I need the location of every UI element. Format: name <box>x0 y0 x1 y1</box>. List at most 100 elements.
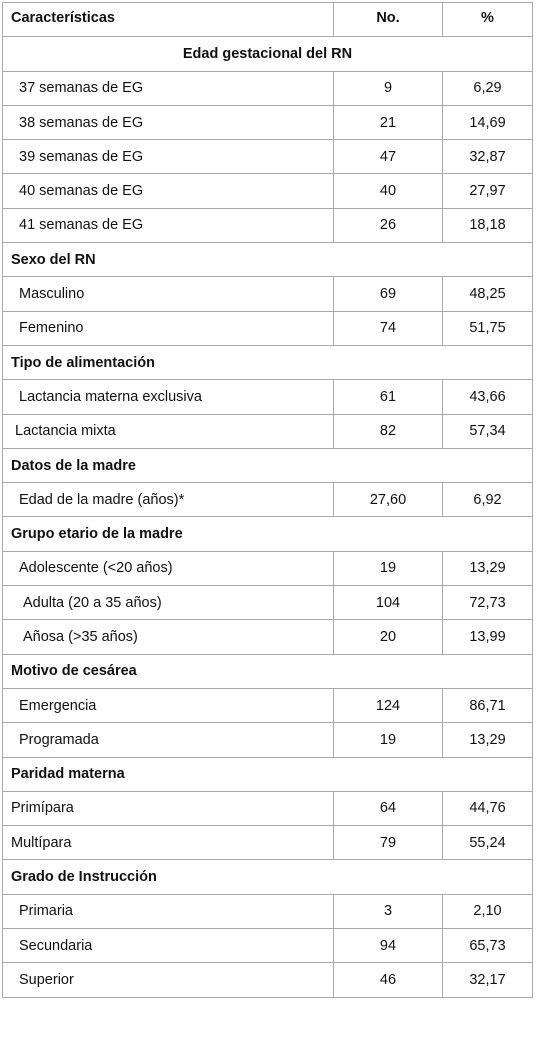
row-label: Lactancia mixta <box>3 414 334 448</box>
row-count: 61 <box>334 380 443 414</box>
row-percent: 44,76 <box>443 791 533 825</box>
section-row: Paridad materna <box>3 757 533 791</box>
section-label: Grupo etario de la madre <box>3 517 533 551</box>
header-percent: % <box>443 3 533 37</box>
table-row: Primípara 64 44,76 <box>3 791 533 825</box>
table-body: Características No. % Edad gestacional d… <box>3 3 533 998</box>
table-row: Añosa (>35 años) 20 13,99 <box>3 620 533 654</box>
table-row: Programada 19 13,29 <box>3 723 533 757</box>
row-label: Primípara <box>3 791 334 825</box>
table-row: 40 semanas de EG 40 27,97 <box>3 174 533 208</box>
row-count: 46 <box>334 963 443 997</box>
section-row: Tipo de alimentación <box>3 345 533 379</box>
row-label: Edad de la madre (años)* <box>3 483 334 517</box>
table-row: Lactancia mixta 82 57,34 <box>3 414 533 448</box>
table-row: 41 semanas de EG 26 18,18 <box>3 208 533 242</box>
row-percent: 13,29 <box>443 723 533 757</box>
table-row: Emergencia 124 86,71 <box>3 688 533 722</box>
table-row: 39 semanas de EG 47 32,87 <box>3 140 533 174</box>
section-row: Sexo del RN <box>3 243 533 277</box>
row-percent: 43,66 <box>443 380 533 414</box>
row-percent: 65,73 <box>443 929 533 963</box>
row-count: 9 <box>334 71 443 105</box>
section-label: Sexo del RN <box>3 243 533 277</box>
row-label: Añosa (>35 años) <box>3 620 334 654</box>
section-row: Motivo de cesárea <box>3 654 533 688</box>
section-label: Grado de Instrucción <box>3 860 533 894</box>
table-row: Adulta (20 a 35 años) 104 72,73 <box>3 586 533 620</box>
row-label: 40 semanas de EG <box>3 174 334 208</box>
row-percent: 55,24 <box>443 826 533 860</box>
row-count: 19 <box>334 551 443 585</box>
row-label: Adolescente (<20 años) <box>3 551 334 585</box>
row-label: Adulta (20 a 35 años) <box>3 586 334 620</box>
row-percent: 14,69 <box>443 105 533 139</box>
row-label: Masculino <box>3 277 334 311</box>
row-count: 3 <box>334 894 443 928</box>
table-row: 37 semanas de EG 9 6,29 <box>3 71 533 105</box>
row-percent: 13,99 <box>443 620 533 654</box>
row-percent: 32,17 <box>443 963 533 997</box>
row-percent: 27,97 <box>443 174 533 208</box>
table-row: Secundaria 94 65,73 <box>3 929 533 963</box>
row-percent: 18,18 <box>443 208 533 242</box>
row-count: 124 <box>334 688 443 722</box>
row-percent: 48,25 <box>443 277 533 311</box>
section-label: Tipo de alimentación <box>3 345 533 379</box>
row-percent: 6,29 <box>443 71 533 105</box>
row-label: Femenino <box>3 311 334 345</box>
row-count: 20 <box>334 620 443 654</box>
row-label: Secundaria <box>3 929 334 963</box>
table-row: Lactancia materna exclusiva 61 43,66 <box>3 380 533 414</box>
row-percent: 6,92 <box>443 483 533 517</box>
table-row: Primaria 3 2,10 <box>3 894 533 928</box>
section-row: Edad gestacional del RN <box>3 37 533 71</box>
header-characteristics: Características <box>3 3 334 37</box>
row-label: Emergencia <box>3 688 334 722</box>
table-row: 38 semanas de EG 21 14,69 <box>3 105 533 139</box>
table-row: Femenino 74 51,75 <box>3 311 533 345</box>
row-label: Programada <box>3 723 334 757</box>
row-percent: 57,34 <box>443 414 533 448</box>
table-row: Edad de la madre (años)* 27,60 6,92 <box>3 483 533 517</box>
row-count: 94 <box>334 929 443 963</box>
row-count: 79 <box>334 826 443 860</box>
row-count: 40 <box>334 174 443 208</box>
row-count: 21 <box>334 105 443 139</box>
row-percent: 51,75 <box>443 311 533 345</box>
row-count: 26 <box>334 208 443 242</box>
header-row: Características No. % <box>3 3 533 37</box>
row-label: Lactancia materna exclusiva <box>3 380 334 414</box>
section-row: Datos de la madre <box>3 448 533 482</box>
table-row: Multípara 79 55,24 <box>3 826 533 860</box>
row-count: 104 <box>334 586 443 620</box>
row-label: Superior <box>3 963 334 997</box>
row-label: 38 semanas de EG <box>3 105 334 139</box>
header-count: No. <box>334 3 443 37</box>
row-count: 19 <box>334 723 443 757</box>
section-label: Paridad materna <box>3 757 533 791</box>
row-count: 82 <box>334 414 443 448</box>
row-label: 41 semanas de EG <box>3 208 334 242</box>
table-row: Masculino 69 48,25 <box>3 277 533 311</box>
row-percent: 86,71 <box>443 688 533 722</box>
section-label: Datos de la madre <box>3 448 533 482</box>
row-percent: 13,29 <box>443 551 533 585</box>
section-row: Grado de Instrucción <box>3 860 533 894</box>
row-percent: 2,10 <box>443 894 533 928</box>
row-percent: 72,73 <box>443 586 533 620</box>
row-count: 64 <box>334 791 443 825</box>
row-count: 47 <box>334 140 443 174</box>
row-percent: 32,87 <box>443 140 533 174</box>
section-label: Edad gestacional del RN <box>3 37 533 71</box>
table-row: Superior 46 32,17 <box>3 963 533 997</box>
section-row: Grupo etario de la madre <box>3 517 533 551</box>
row-label: 37 semanas de EG <box>3 71 334 105</box>
section-label: Motivo de cesárea <box>3 654 533 688</box>
row-count: 27,60 <box>334 483 443 517</box>
row-count: 74 <box>334 311 443 345</box>
characteristics-table: Características No. % Edad gestacional d… <box>2 2 533 998</box>
table-row: Adolescente (<20 años) 19 13,29 <box>3 551 533 585</box>
row-label: 39 semanas de EG <box>3 140 334 174</box>
row-label: Primaria <box>3 894 334 928</box>
